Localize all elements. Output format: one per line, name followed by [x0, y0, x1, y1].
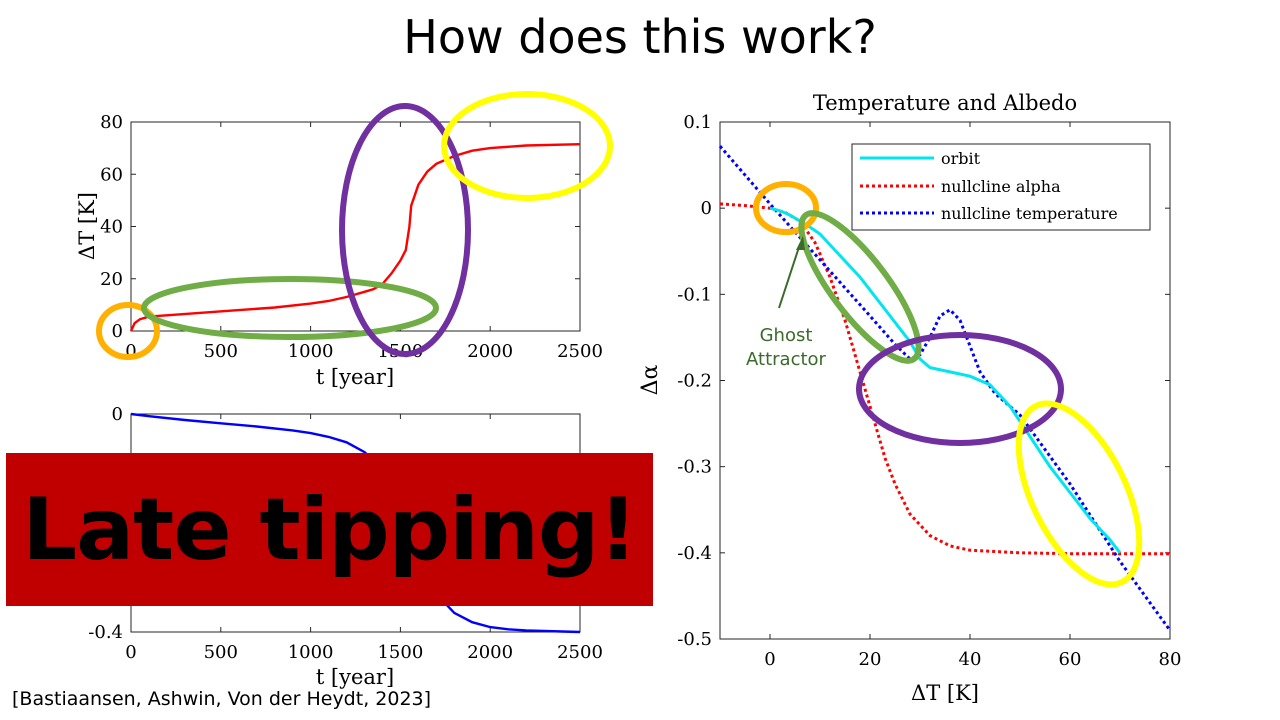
highlight-annotations	[96, 91, 1143, 588]
chart1-ytick-label: 40	[100, 217, 123, 238]
chart2-ytick-label: -0.4	[88, 622, 123, 643]
annotation-yellow-ellipse-new-state	[1015, 400, 1143, 588]
chart3-ytick-label: 0	[701, 198, 712, 219]
chart2-xtick-label: 2500	[557, 642, 603, 663]
chart3-title: Temperature and Albedo	[813, 91, 1077, 115]
chart1-xlabel: t [year]	[316, 365, 394, 389]
chart3-ytick-label: -0.4	[677, 543, 712, 564]
annotation-purple-ellipse-tipping	[339, 103, 471, 357]
annotation-orange-ellipse-start	[96, 302, 160, 360]
chart1-xtick-label: 0	[125, 341, 136, 362]
legend-label-nullcline-alpha: nullcline alpha	[941, 177, 1061, 196]
annotation-orange-ellipse-equilibrium	[753, 181, 819, 235]
chart2-xtick-label: 0	[125, 642, 136, 663]
citation: [Bastiaansen, Ashwin, Von der Heydt, 202…	[12, 688, 432, 710]
annotation-ghost-arrow	[778, 243, 801, 309]
chart3-ylabel: Δα	[638, 364, 663, 395]
chart3-xtick-label: 0	[764, 649, 775, 670]
chart2-xtick-label: 2000	[467, 642, 513, 663]
annotation-purple-ellipse-transition	[856, 332, 1064, 446]
chart2-xtick-label: 500	[204, 642, 238, 663]
chart3-xlabel: ΔT [K]	[911, 681, 979, 705]
annotation-green-ellipse-ghost	[798, 210, 922, 364]
chart2-xtick-label: 1500	[377, 642, 423, 663]
chart1-xtick-label: 1000	[288, 341, 334, 362]
chart3-xtick-label: 20	[859, 649, 882, 670]
chart3-xtick-label: 60	[1059, 649, 1082, 670]
chart2-xlabel: t [year]	[316, 665, 394, 689]
chart3-series-nullcline-alpha	[719, 202, 1170, 556]
annotation-yellow-ellipse-end-state	[441, 91, 613, 201]
chart3-ytick-label: -0.2	[677, 371, 712, 392]
legend-label-orbit: orbit	[941, 149, 981, 168]
chart1-ytick-label: 0	[112, 321, 123, 342]
chart2-xtick-label: 1000	[288, 642, 334, 663]
legend-label-nullcline-temperature: nullcline temperature	[941, 204, 1118, 223]
chart-phase-plane: 0 20 40 60 80 0.1 0 -0.1 -0.2 -0.3 -0.4 -0.5 Temper…	[638, 91, 1181, 705]
chart1-xtick-label: 500	[204, 341, 238, 362]
banner-text: Late tipping!	[22, 479, 637, 580]
chart3-xtick-label: 40	[959, 649, 982, 670]
chart1-ytick-label: 20	[100, 269, 123, 290]
chart3-ytick-label: -0.1	[677, 284, 712, 305]
chart1-xtick-label: 2000	[467, 341, 513, 362]
chart1-ylabel: ΔT [K]	[75, 192, 99, 260]
chart1-ytick-label: 60	[100, 164, 123, 185]
chart1-xtick-label: 2500	[557, 341, 603, 362]
slide-title: How does this work?	[403, 10, 877, 64]
chart3-ytick-label: -0.5	[677, 629, 712, 650]
ghost-attractor-label: Ghost Attractor	[746, 325, 826, 370]
chart3-ytick-label: -0.3	[677, 457, 712, 478]
chart3-xtick-label: 80	[1159, 649, 1182, 670]
annotation-ghost-arrowhead	[796, 236, 805, 250]
chart1-ytick-label: 80	[100, 112, 123, 133]
annotation-green-ellipse-slow-phase	[141, 276, 439, 340]
chart3-ytick-label: 0.1	[683, 112, 712, 133]
chart3-legend: orbit nullcline alpha nullcline temperat…	[851, 143, 1151, 231]
late-tipping-banner: Late tipping!	[6, 453, 653, 606]
chart2-ytick-label: 0	[112, 404, 123, 425]
